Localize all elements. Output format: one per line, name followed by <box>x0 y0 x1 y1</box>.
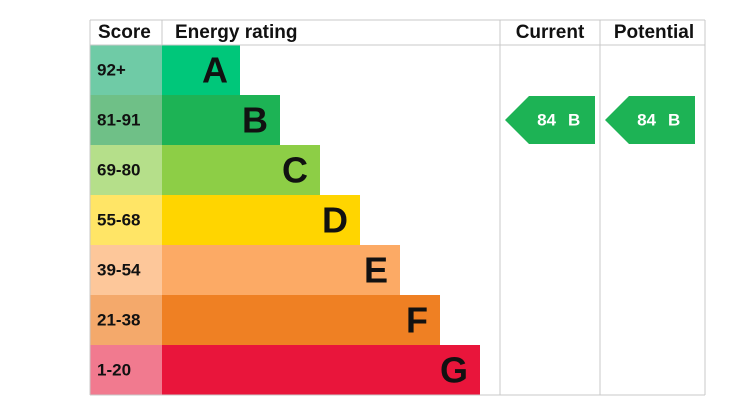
rating-bar <box>162 95 280 145</box>
score-cell <box>90 345 162 395</box>
rating-bar <box>162 295 440 345</box>
rating-bar <box>162 45 240 95</box>
potential-value: 84 <box>637 110 656 129</box>
rating-header: Energy rating <box>175 22 297 43</box>
potential-arrow <box>605 96 695 144</box>
score-cell <box>90 45 162 95</box>
current-letter: B <box>568 110 580 129</box>
score-cell <box>90 195 162 245</box>
score-label: 21-38 <box>97 310 140 329</box>
current-header: Current <box>516 22 585 43</box>
rating-letter: F <box>406 300 428 341</box>
rating-bar <box>162 195 360 245</box>
rating-letter: G <box>440 350 468 391</box>
potential-letter: B <box>668 110 680 129</box>
rating-letter: A <box>202 50 228 91</box>
score-label: 1-20 <box>97 360 131 379</box>
rating-bar <box>162 145 320 195</box>
score-cell <box>90 145 162 195</box>
rating-bar <box>162 345 480 395</box>
rating-letter: C <box>282 150 308 191</box>
current-arrow <box>505 96 595 144</box>
score-label: 55-68 <box>97 210 140 229</box>
potential-header: Potential <box>614 22 694 43</box>
score-label: 92+ <box>97 60 126 79</box>
current-value: 84 <box>537 110 556 129</box>
rating-letter: E <box>364 250 388 291</box>
score-cell <box>90 245 162 295</box>
score-header: Score <box>98 22 151 43</box>
score-label: 39-54 <box>97 260 141 279</box>
rating-letter: D <box>322 200 348 241</box>
score-cell <box>90 95 162 145</box>
rating-bar <box>162 245 400 295</box>
score-cell <box>90 295 162 345</box>
score-label: 69-80 <box>97 160 140 179</box>
rating-letter: B <box>242 100 268 141</box>
score-label: 81-91 <box>97 110 140 129</box>
